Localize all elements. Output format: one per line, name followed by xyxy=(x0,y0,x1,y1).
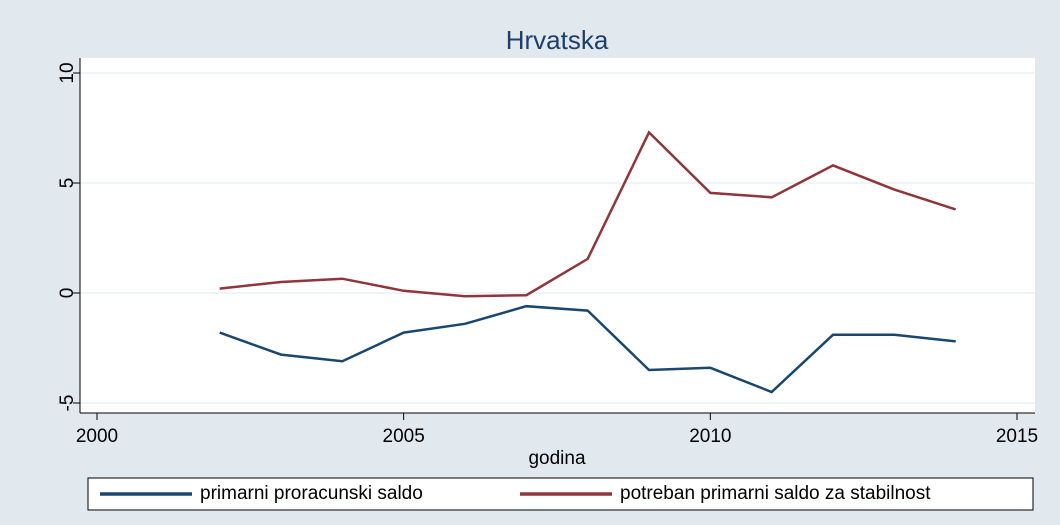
chart-title: Hrvatska xyxy=(506,25,609,55)
y-tick-label: 5 xyxy=(57,178,78,189)
line-series xyxy=(219,304,956,394)
x-tick-label: 2005 xyxy=(383,426,425,447)
y-tick-label: 10 xyxy=(57,62,78,83)
line-series xyxy=(219,130,957,298)
plot-area xyxy=(80,58,1035,413)
x-axis-title: godina xyxy=(528,448,585,469)
legend-label: primarni proracunski saldo xyxy=(200,483,423,504)
x-tick-label: 2010 xyxy=(689,426,731,447)
x-tick-label: 2000 xyxy=(76,426,118,447)
y-tick-label: -5 xyxy=(57,395,78,412)
x-tick-label: 2015 xyxy=(996,426,1038,447)
y-tick-label: 0 xyxy=(57,288,78,299)
legend-label: potreban primarni saldo za stabilnost xyxy=(620,483,931,504)
